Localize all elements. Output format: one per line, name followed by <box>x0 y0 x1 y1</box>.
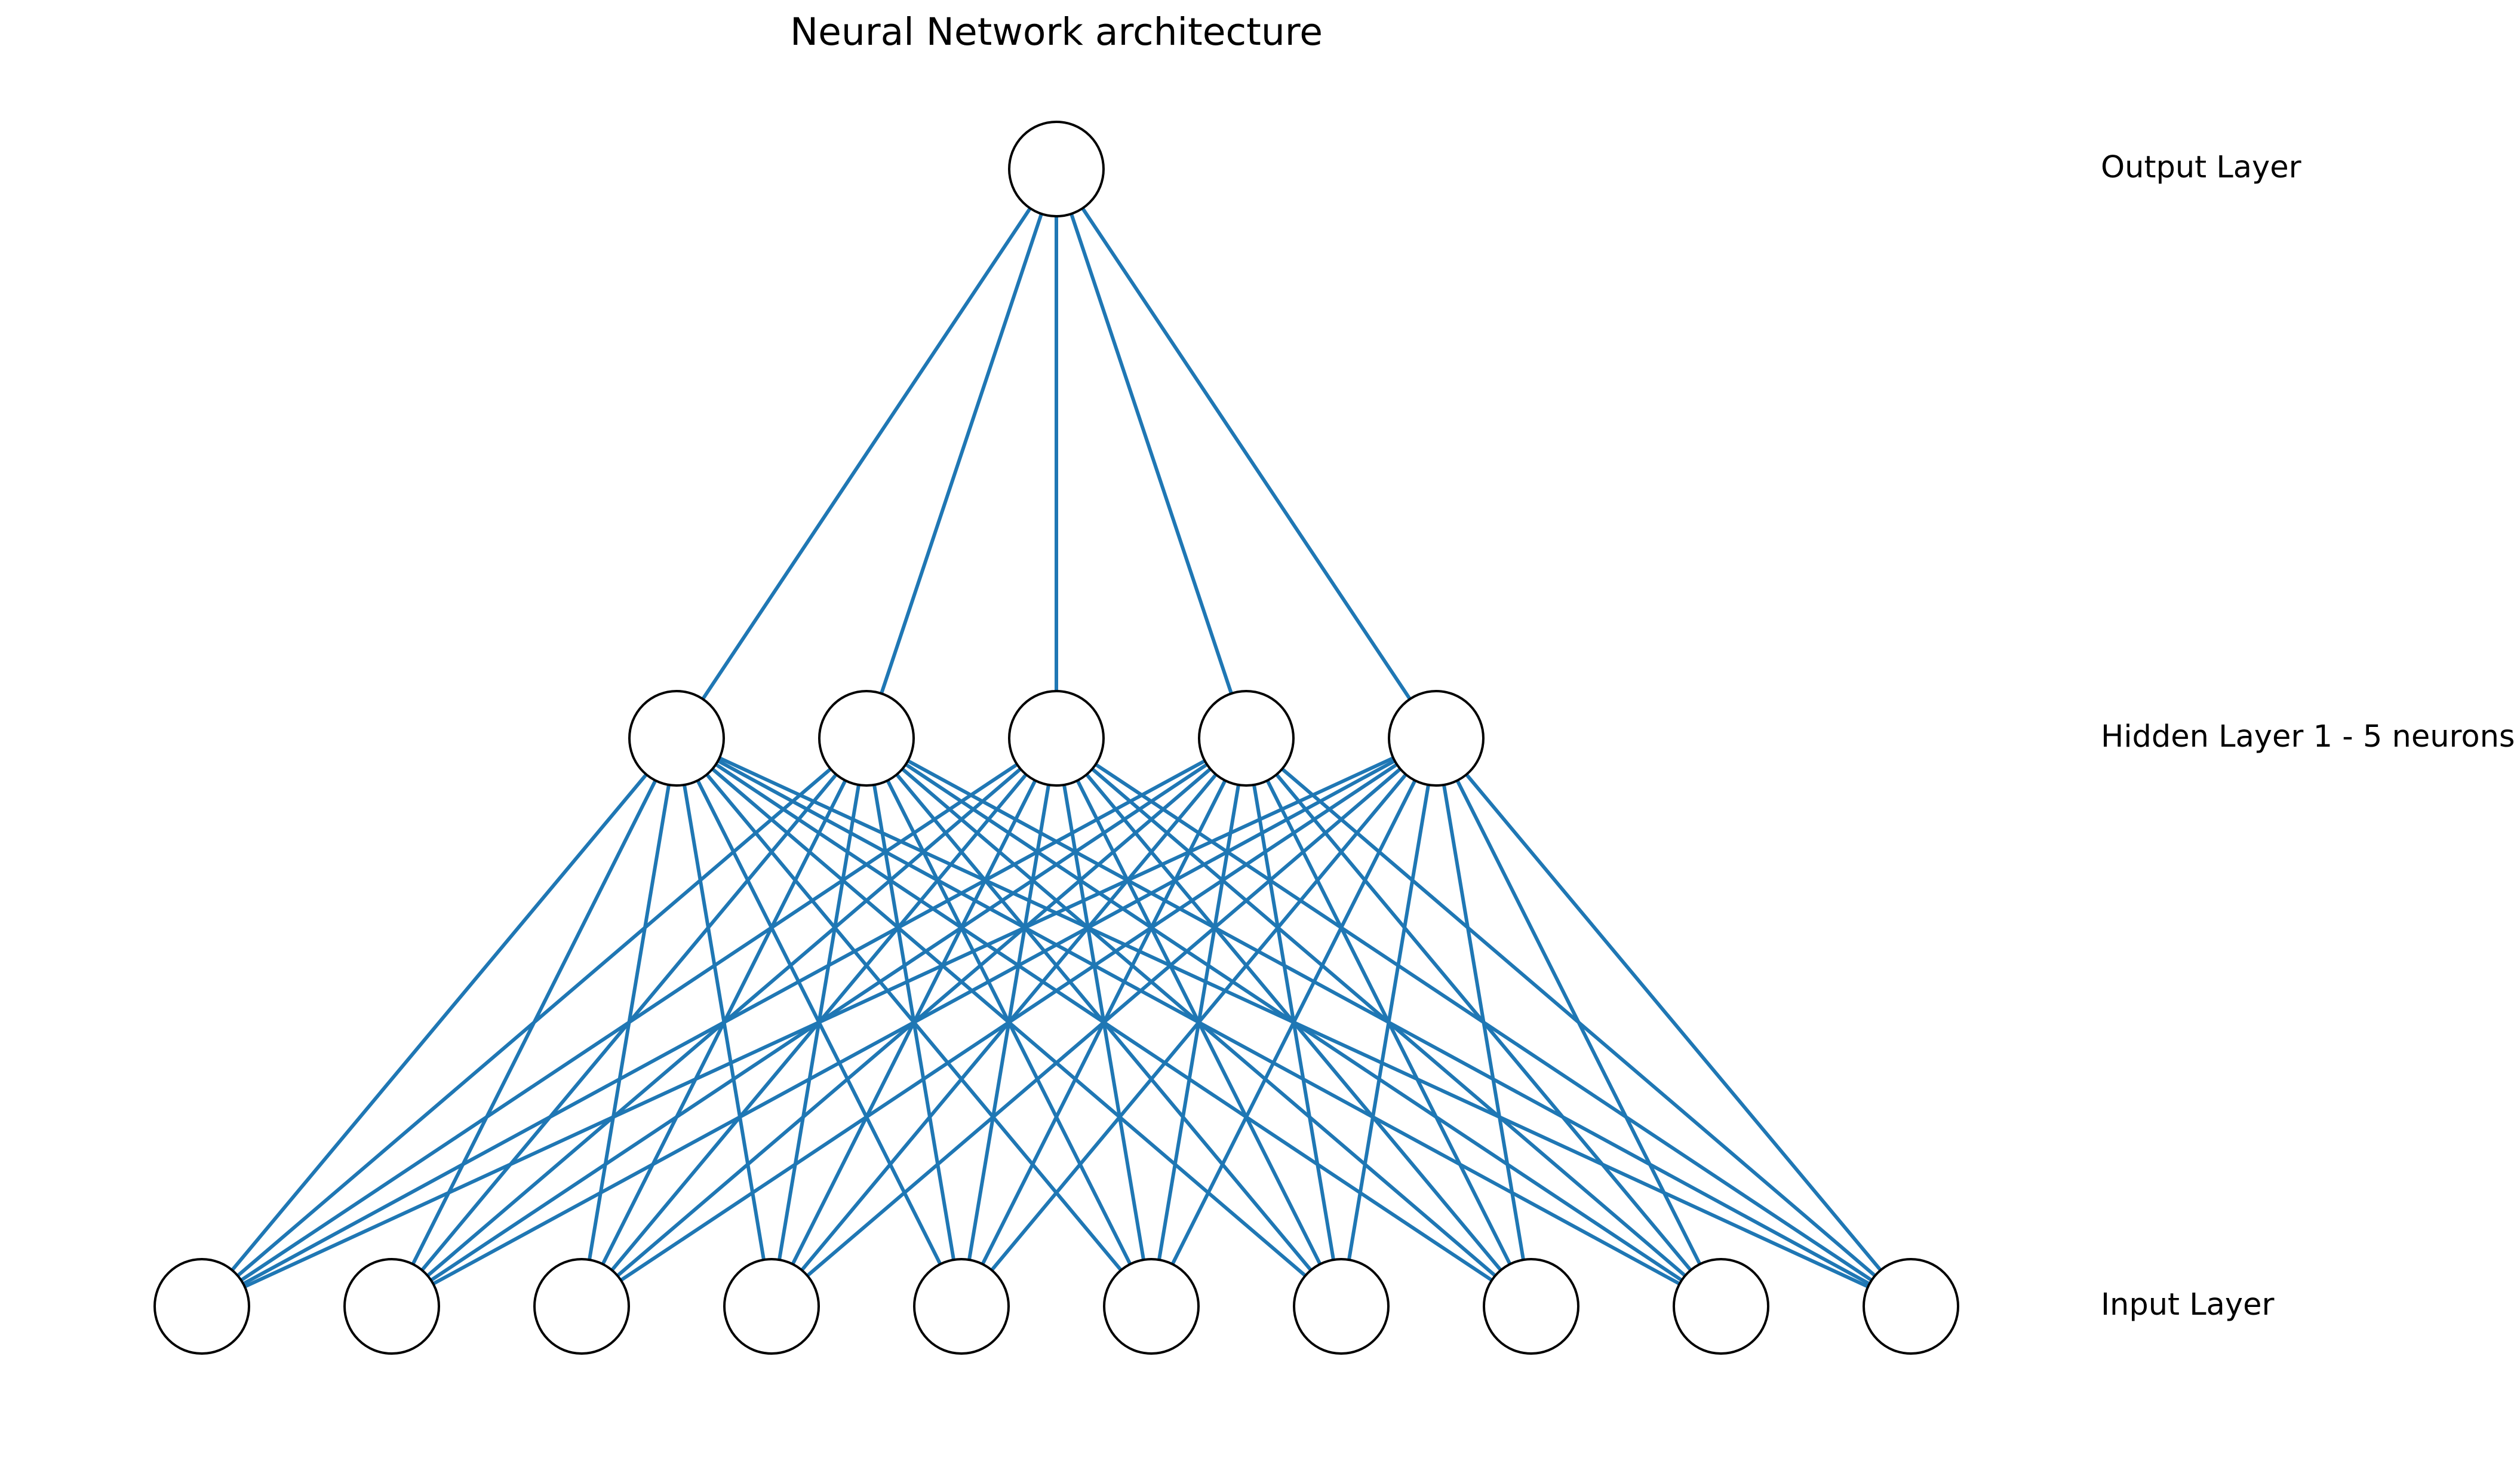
connection-input-7-to-hidden1-1 <box>711 768 1307 1277</box>
neuron-hidden1-1 <box>628 690 725 787</box>
connection-input-3-to-hidden1-1 <box>588 784 671 1260</box>
connection-input-9-to-hidden1-1 <box>717 759 1681 1285</box>
neuron-hidden1-5 <box>1388 690 1485 787</box>
connection-input-10-to-hidden1-1 <box>718 756 1869 1288</box>
connection-input-10-to-hidden1-2 <box>906 759 1871 1285</box>
neuron-input-8 <box>1483 1258 1579 1355</box>
layer-labels-group: Input Layer Hidden Layer 1 - 5 neurons Out… <box>2101 150 2515 1322</box>
connection-input-10-to-hidden1-4 <box>1281 768 1876 1277</box>
connection-hidden1-2-to-output-1 <box>880 213 1043 695</box>
neuron-input-9 <box>1673 1258 1769 1355</box>
diagram-title: Neural Network architecture <box>790 10 1323 54</box>
neuron-input-10 <box>1863 1258 1959 1355</box>
connection-hidden1-1-to-output-1 <box>701 207 1032 700</box>
layer-label-output: Output Layer <box>2101 150 2301 185</box>
neuron-input-4 <box>723 1258 820 1355</box>
connection-input-2-to-hidden1-1 <box>411 780 657 1265</box>
connection-input-5-to-hidden1-1 <box>696 780 942 1265</box>
neuron-input-1 <box>153 1258 250 1355</box>
neuron-input-3 <box>533 1258 630 1355</box>
connection-input-10-to-hidden1-3 <box>1095 763 1873 1282</box>
connection-input-6-to-hidden1-1 <box>705 773 1123 1272</box>
neuron-input-6 <box>1103 1258 1200 1355</box>
neuron-output-1 <box>1008 121 1105 217</box>
layer-label-hidden1: Hidden Layer 1 - 5 neurons <box>2101 719 2515 754</box>
connection-input-8-to-hidden1-1 <box>715 763 1493 1282</box>
connection-hidden1-5-to-output-1 <box>1081 207 1412 700</box>
connection-input-1-to-hidden1-1 <box>231 773 648 1272</box>
neuron-hidden1-2 <box>818 690 915 787</box>
layer-label-input: Input Layer <box>2101 1287 2274 1322</box>
connection-input-4-to-hidden1-1 <box>683 784 766 1260</box>
neuron-input-5 <box>913 1258 1010 1355</box>
connection-hidden1-4-to-output-1 <box>1070 213 1233 695</box>
edges-group <box>231 207 1882 1288</box>
neuron-hidden1-3 <box>1008 690 1105 787</box>
neuron-hidden1-4 <box>1198 690 1295 787</box>
neuron-input-7 <box>1293 1258 1390 1355</box>
neuron-input-2 <box>343 1258 440 1355</box>
connection-input-10-to-hidden1-5 <box>1465 773 1882 1272</box>
neurons-group <box>153 121 1959 1355</box>
